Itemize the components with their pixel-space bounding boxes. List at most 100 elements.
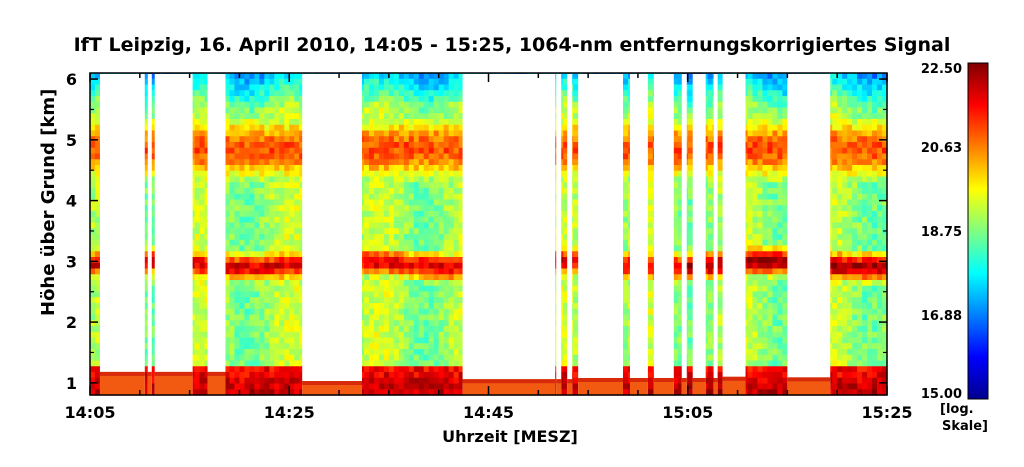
heatmap-cell	[438, 354, 445, 362]
heatmap-cell	[289, 113, 295, 120]
heatmap-cell	[363, 90, 370, 97]
heatmap-cell	[234, 251, 241, 258]
heatmap-cell	[149, 297, 156, 304]
heatmap-cell	[239, 257, 246, 264]
heatmap-cell	[398, 366, 405, 373]
heatmap-cell	[204, 326, 211, 333]
heatmap-cell	[269, 303, 275, 310]
heatmap-cell	[94, 78, 101, 86]
heatmap-cell	[368, 176, 375, 183]
heatmap-cell	[368, 349, 375, 356]
heatmap-cell	[368, 354, 375, 362]
heatmap-cell	[448, 326, 455, 333]
heatmap-cell	[284, 84, 290, 91]
heatmap-cell	[144, 73, 151, 80]
heatmap-cell	[418, 228, 425, 235]
heatmap-cell	[453, 182, 460, 189]
heatmap-cell	[423, 130, 430, 137]
heatmap-cell	[204, 285, 211, 293]
heatmap-cell	[90, 280, 96, 287]
heatmap-cell	[428, 366, 435, 373]
heatmap-cell	[438, 153, 445, 160]
heatmap-cell	[94, 257, 101, 264]
heatmap-cell	[254, 360, 260, 367]
heatmap-cell	[90, 199, 96, 206]
heatmap-cell	[274, 377, 280, 385]
heatmap-cell	[383, 199, 390, 206]
heatmap-cell	[194, 205, 201, 212]
heatmap-cell	[284, 308, 290, 316]
heatmap-cell	[373, 234, 380, 241]
heatmap-cell	[453, 199, 460, 206]
heatmap-cell	[373, 182, 380, 189]
heatmap-cell	[373, 297, 380, 304]
heatmap-cell	[428, 268, 435, 275]
heatmap-cell	[264, 193, 270, 201]
heatmap-cell	[279, 285, 285, 293]
heatmap-cell	[388, 285, 395, 293]
heatmap-cell	[398, 130, 405, 137]
heatmap-cell	[244, 107, 250, 114]
heatmap-cell	[408, 107, 415, 114]
heatmap-cell	[433, 84, 440, 91]
heatmap-cell	[393, 170, 400, 178]
heatmap-cell	[368, 314, 375, 321]
heatmap-cell	[294, 78, 300, 86]
heatmap-cell	[274, 165, 280, 172]
heatmap-cell	[239, 96, 246, 103]
heatmap-cell	[239, 101, 246, 109]
heatmap-cell	[289, 142, 295, 149]
heatmap-cell	[94, 303, 101, 310]
heatmap-cell	[423, 107, 430, 114]
heatmap-cell	[413, 78, 420, 86]
heatmap-cell	[264, 199, 270, 206]
heatmap-cell	[90, 193, 96, 201]
heatmap-cell	[234, 222, 241, 229]
heatmap-cell	[373, 303, 380, 310]
heatmap-cell	[204, 188, 211, 195]
heatmap-cell	[458, 78, 465, 86]
heatmap-cell	[443, 291, 450, 298]
heatmap-cell	[269, 193, 275, 201]
heatmap-cell	[259, 291, 265, 298]
heatmap-cell	[239, 372, 246, 379]
heatmap-cell	[378, 84, 385, 91]
heatmap-cell	[274, 170, 280, 178]
heatmap-cell	[443, 303, 450, 310]
heatmap-cell	[144, 297, 151, 304]
heatmap-cell	[94, 291, 101, 298]
heatmap-cell	[299, 107, 305, 114]
heatmap-cell	[373, 130, 380, 137]
heatmap-cell	[418, 159, 425, 166]
heatmap-cell	[94, 337, 101, 344]
heatmap-cell	[274, 96, 280, 103]
heatmap-cell	[448, 234, 455, 241]
heatmap-cell	[199, 78, 206, 86]
heatmap-cell	[363, 257, 370, 264]
heatmap-cell	[393, 199, 400, 206]
heatmap-cell	[279, 314, 285, 321]
heatmap-cell	[373, 308, 380, 316]
heatmap-cell	[269, 147, 275, 155]
heatmap-cell	[284, 297, 290, 304]
heatmap-cell	[264, 274, 270, 281]
heatmap-cell	[398, 360, 405, 367]
heatmap-cell	[249, 188, 255, 195]
heatmap-cell	[94, 245, 101, 252]
heatmap-cell	[453, 383, 460, 390]
heatmap-cell	[418, 389, 425, 396]
heatmap-cell	[259, 308, 265, 316]
heatmap-cell	[433, 268, 440, 275]
heatmap-cell	[448, 372, 455, 379]
x-axis-label: Uhrzeit [MESZ]	[442, 427, 578, 446]
heatmap-cell	[199, 101, 206, 109]
heatmap-cell	[368, 389, 375, 396]
heatmap-cell	[299, 377, 305, 385]
heatmap-cell	[289, 251, 295, 258]
heatmap-cell	[269, 176, 275, 183]
heatmap-cell	[408, 96, 415, 103]
heatmap-cell	[393, 262, 400, 270]
heatmap-cell	[423, 113, 430, 120]
heatmap-cell	[279, 147, 285, 155]
heatmap-cell	[244, 354, 250, 362]
